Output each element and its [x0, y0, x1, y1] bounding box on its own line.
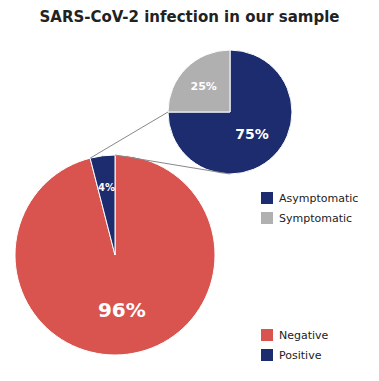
pie [168, 50, 292, 174]
legend-item: Positive [261, 349, 322, 362]
data-labels: 96% 4% [98, 182, 146, 322]
legend-swatch [261, 329, 273, 341]
legend-swatch [261, 349, 273, 361]
connector-line [90, 112, 168, 158]
pie [15, 155, 215, 355]
pie-slice [168, 50, 230, 112]
legend-label: Positive [279, 349, 322, 362]
legend-item: Negative [261, 329, 329, 342]
legend-swatch [261, 212, 273, 224]
pie-slice [15, 155, 215, 355]
pie-slice [90, 155, 115, 255]
data-label: 25% [191, 80, 217, 93]
data-label: 4% [98, 182, 115, 193]
legend-label: Asymptomatic [279, 192, 358, 205]
legend-item: Symptomatic [261, 212, 352, 225]
legend: Asymptomatic Symptomatic [261, 192, 358, 225]
legend-swatch [261, 192, 273, 204]
connector-line [115, 155, 230, 174]
data-label: 96% [98, 298, 146, 322]
legend-label: Symptomatic [279, 212, 352, 225]
chart: SARS-CoV-2 infection in our sample 96% 4% N… [0, 0, 379, 381]
pie-slice [168, 50, 292, 174]
legend-item: Asymptomatic [261, 192, 358, 205]
connectors [90, 112, 230, 174]
legend-label: Negative [279, 329, 329, 342]
data-labels: 75% 25% [191, 80, 269, 142]
title: SARS-CoV-2 infection in our sample [39, 8, 339, 26]
data-label: 75% [235, 126, 269, 142]
legend: Negative Positive [261, 329, 329, 362]
